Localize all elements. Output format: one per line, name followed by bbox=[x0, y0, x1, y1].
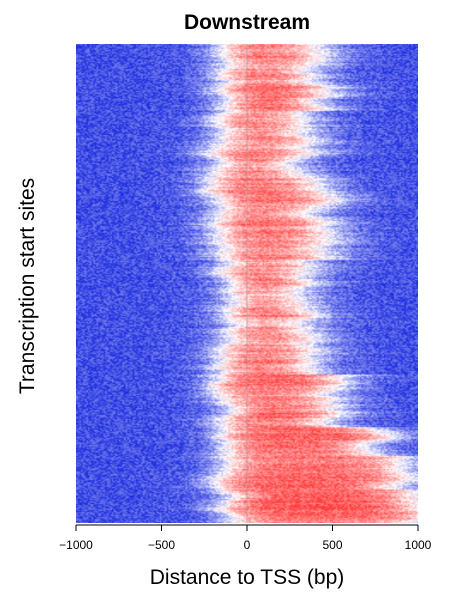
x-axis-label: Distance to TSS (bp) bbox=[150, 566, 345, 589]
x-tick-label: 1000 bbox=[405, 538, 432, 552]
x-tick-label: −1000 bbox=[59, 538, 93, 552]
y-axis-label: Transcription start sites bbox=[16, 178, 39, 394]
x-tick-label: 500 bbox=[322, 538, 342, 552]
x-tick-label: −500 bbox=[148, 538, 175, 552]
x-axis: −1000 −500 0 500 1000 bbox=[59, 524, 432, 552]
x-tick-label: 0 bbox=[244, 538, 251, 552]
chart-title: Downstream bbox=[184, 11, 310, 34]
